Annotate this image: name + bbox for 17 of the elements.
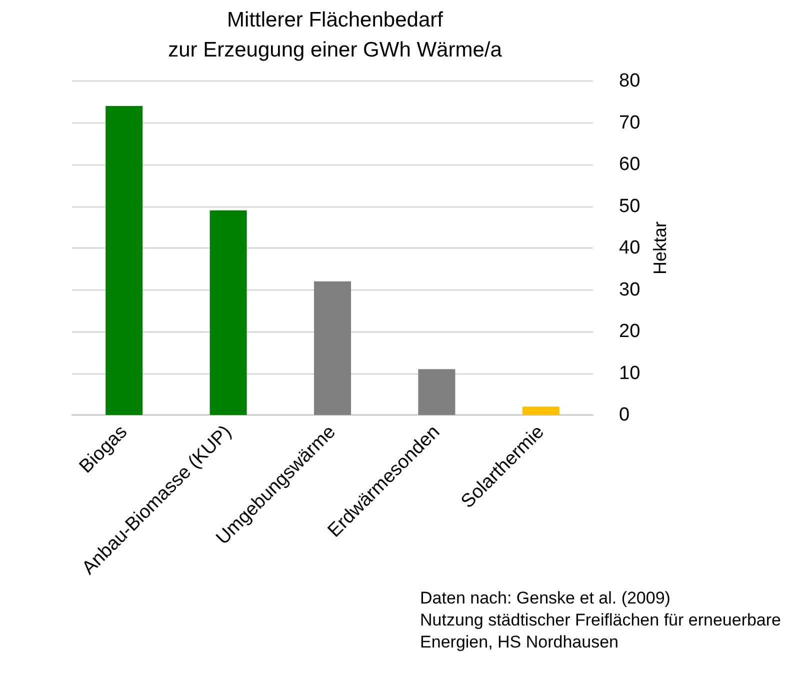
bar (418, 369, 456, 415)
y-tick-label: 40 (619, 238, 640, 258)
y-tick-label: 10 (619, 362, 640, 384)
bar (210, 210, 247, 415)
text: Daten nach: Genske et al. (2009) Nutzung städtischer Freiflächen für erneuerbare Energien, HS Nordhausen (420, 588, 781, 652)
y-axis-title: Hektar (650, 221, 670, 275)
y-tick-label: 0 (619, 404, 630, 426)
bar (522, 406, 560, 415)
y-tick-label: 70 (619, 112, 640, 134)
chart-title: Mittlerer Flächenbedarf zur Erzeugung einer GWh Wärme/a (168, 8, 502, 62)
y-tick-label: 20 (619, 321, 640, 342)
y-tick-label: 80 (619, 70, 640, 92)
y-tick-label: 60 (619, 154, 640, 175)
y-tick-label: 30 (619, 279, 640, 300)
y-tick-label: 50 (619, 196, 640, 217)
bar (106, 106, 143, 415)
bar (314, 281, 351, 415)
